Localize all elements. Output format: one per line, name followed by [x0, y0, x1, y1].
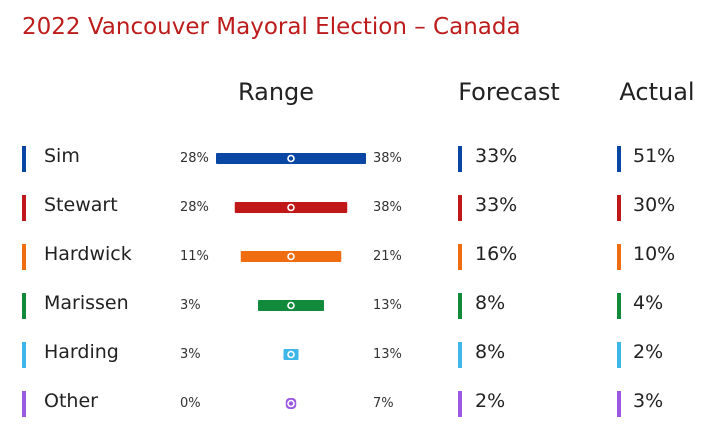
- candidate-color-swatch: [22, 146, 26, 172]
- range-bar: [216, 153, 366, 164]
- forecast-color-swatch: [458, 244, 462, 270]
- candidate-color-swatch: [22, 195, 26, 221]
- range-bar-chart: [258, 300, 324, 311]
- range-bar: [258, 300, 324, 311]
- forecast-value: 2%: [475, 390, 506, 412]
- chart-title: 2022 Vancouver Mayoral Election – Canada: [22, 14, 521, 40]
- actual-color-swatch: [617, 244, 621, 270]
- actual-value: 2%: [633, 341, 664, 363]
- actual-color-swatch: [617, 293, 621, 319]
- range-bar-chart: [240, 251, 342, 262]
- range-bar-chart: [283, 349, 299, 360]
- range-bar: [285, 398, 297, 409]
- candidate-row: Stewart 28% 38% 33% 30%: [0, 192, 714, 222]
- candidate-name: Sim: [44, 145, 80, 167]
- actual-value: 4%: [633, 292, 664, 314]
- range-high-label: 38%: [373, 151, 402, 166]
- forecast-column-header: Forecast: [458, 78, 560, 106]
- range-low-label: 3%: [180, 347, 201, 362]
- forecast-color-swatch: [458, 391, 462, 417]
- range-column-header: Range: [237, 78, 315, 106]
- actual-color-swatch: [617, 146, 621, 172]
- candidate-row: Hardwick 11% 21% 16% 10%: [0, 241, 714, 271]
- candidate-row: Harding 3% 13% 8% 2%: [0, 339, 714, 369]
- actual-value: 10%: [633, 243, 676, 265]
- actual-color-swatch: [617, 195, 621, 221]
- range-high-label: 21%: [373, 249, 402, 264]
- candidate-name: Hardwick: [44, 243, 132, 265]
- forecast-value: 33%: [475, 145, 518, 167]
- range-low-label: 11%: [180, 249, 209, 264]
- forecast-marker: [287, 399, 295, 408]
- candidate-row: Marissen 3% 13% 8% 4%: [0, 290, 714, 320]
- candidate-name: Stewart: [44, 194, 118, 216]
- candidate-name: Harding: [44, 341, 119, 363]
- range-high-label: 13%: [373, 298, 402, 313]
- forecast-marker: [287, 252, 295, 261]
- forecast-value: 33%: [475, 194, 518, 216]
- range-bar: [234, 202, 348, 213]
- forecast-marker: [287, 301, 295, 310]
- range-low-label: 28%: [180, 200, 209, 215]
- range-low-label: 28%: [180, 151, 209, 166]
- range-bar: [283, 349, 299, 360]
- candidate-color-swatch: [22, 244, 26, 270]
- forecast-value: 16%: [475, 243, 518, 265]
- range-low-label: 0%: [180, 396, 201, 411]
- range-high-label: 13%: [373, 347, 402, 362]
- forecast-color-swatch: [458, 293, 462, 319]
- range-bar: [240, 251, 342, 262]
- forecast-value: 8%: [475, 341, 506, 363]
- actual-value: 3%: [633, 390, 664, 412]
- candidate-color-swatch: [22, 293, 26, 319]
- actual-value: 51%: [633, 145, 676, 167]
- forecast-marker: [287, 350, 295, 359]
- range-bar-chart: [234, 202, 348, 213]
- forecast-color-swatch: [458, 146, 462, 172]
- range-bar-chart: [216, 153, 366, 164]
- range-high-label: 38%: [373, 200, 402, 215]
- candidate-name: Other: [44, 390, 98, 412]
- forecast-color-swatch: [458, 195, 462, 221]
- candidate-row: Other 0% 7% 2% 3%: [0, 388, 714, 418]
- candidate-name: Marissen: [44, 292, 129, 314]
- actual-column-header: Actual: [619, 78, 695, 106]
- candidate-color-swatch: [22, 342, 26, 368]
- range-bar-chart: [285, 398, 297, 409]
- candidate-color-swatch: [22, 391, 26, 417]
- candidate-row: Sim 28% 38% 33% 51%: [0, 143, 714, 173]
- forecast-color-swatch: [458, 342, 462, 368]
- actual-value: 30%: [633, 194, 676, 216]
- actual-color-swatch: [617, 391, 621, 417]
- forecast-marker: [287, 203, 295, 212]
- range-low-label: 3%: [180, 298, 201, 313]
- forecast-marker: [287, 154, 295, 163]
- forecast-value: 8%: [475, 292, 506, 314]
- range-high-label: 7%: [373, 396, 394, 411]
- actual-color-swatch: [617, 342, 621, 368]
